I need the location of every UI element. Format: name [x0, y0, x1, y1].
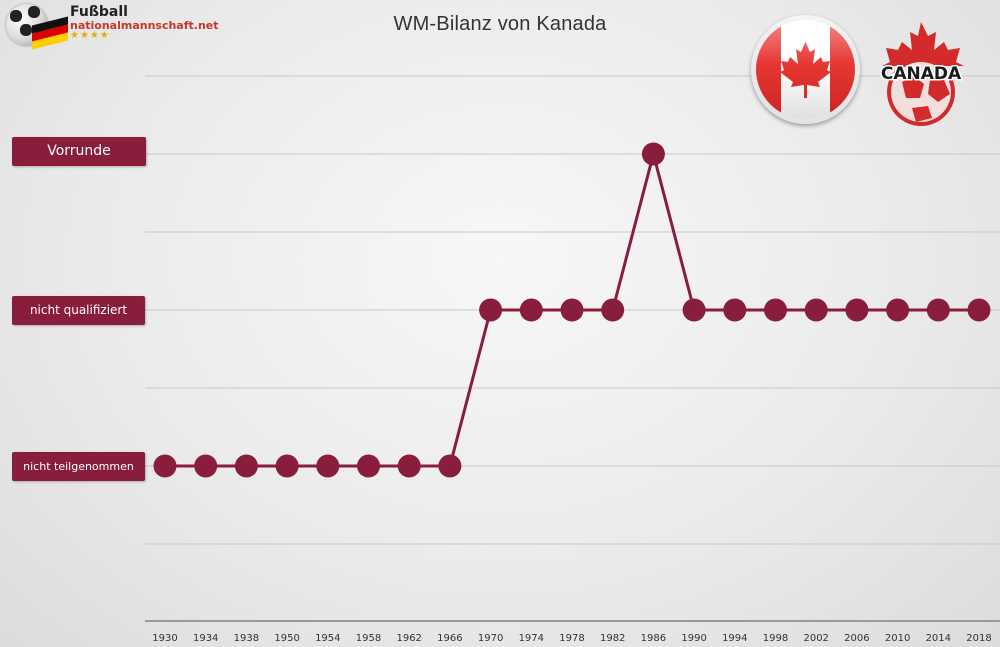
data-point [764, 298, 787, 322]
x-tick-label: 1930 [152, 633, 177, 644]
x-tick-label: 2006 [844, 633, 869, 644]
data-point [275, 454, 299, 478]
x-tick-label: 1994 [722, 633, 747, 644]
data-point [519, 298, 543, 322]
level-label-nicht-teilgenommen: nicht teilgenommen [12, 452, 145, 481]
data-point [641, 142, 665, 166]
stars-icon: ★★★★ [70, 30, 110, 42]
data-point [153, 454, 177, 478]
data-point [357, 454, 380, 478]
canada-soccer-logo: CANADA CANADA [868, 20, 974, 130]
site-logo[interactable]: Fußball nationalmannschaft.net ★★★★ [4, 3, 219, 50]
canada-logo-text-outline: CANADA [881, 64, 962, 84]
canada-logo-text: CANADA [881, 64, 962, 84]
x-tick-label: 1966 [437, 633, 462, 644]
data-point [804, 298, 828, 322]
canada-flag-badge [751, 15, 860, 124]
maple-leaf-icon [882, 22, 964, 66]
x-tick-label: 1954 [315, 633, 340, 644]
chart-title: WM-Bilanz von Kanada [393, 13, 607, 35]
x-tick-label: 1958 [356, 633, 381, 644]
x-tick-label: 1950 [274, 633, 299, 644]
data-point [682, 298, 706, 322]
data-point [479, 298, 503, 322]
data-point [438, 454, 462, 478]
x-tick-label: 2018 [966, 633, 991, 644]
data-point [397, 454, 421, 478]
data-point [723, 298, 747, 322]
x-tick-label: 1998 [763, 633, 788, 644]
data-point [845, 298, 869, 322]
data-point [601, 298, 625, 322]
x-tick-label: 1938 [234, 633, 259, 644]
series-layer [153, 142, 991, 478]
x-tick-label: 1982 [600, 633, 625, 644]
site-name-line2: nationalmannschaft.net [70, 18, 219, 32]
x-axis-ticks: 1930 1934 1938 1950 1954 1958 1962 1966 1970 1974… [152, 633, 991, 644]
site-name-line1: Fußball [70, 4, 128, 20]
data-point [886, 298, 910, 322]
x-tick-label: 1962 [396, 633, 421, 644]
data-point [967, 298, 991, 322]
x-tick-label: 2014 [926, 633, 951, 644]
data-point [560, 298, 584, 322]
level-label-nicht-qualifiziert: nicht qualifiziert [12, 296, 145, 325]
site-name: Fußball nationalmannschaft.net ★★★★ [70, 5, 219, 42]
data-point [194, 454, 218, 478]
data-point [234, 454, 258, 478]
x-tick-label: 2010 [885, 633, 910, 644]
x-tick-label: 1974 [519, 633, 544, 644]
data-point [316, 454, 340, 478]
grid-lines [145, 75, 1000, 622]
x-tick-label: 1970 [478, 633, 503, 644]
x-tick-label: 1978 [559, 633, 584, 644]
x-tick-label: 1986 [641, 633, 666, 644]
level-label-vorrunde: Vorrunde [12, 137, 146, 166]
x-tick-label: 2002 [803, 633, 828, 644]
x-tick-label: 1990 [681, 633, 706, 644]
data-point [926, 298, 950, 322]
x-tick-label: 1934 [193, 633, 218, 644]
